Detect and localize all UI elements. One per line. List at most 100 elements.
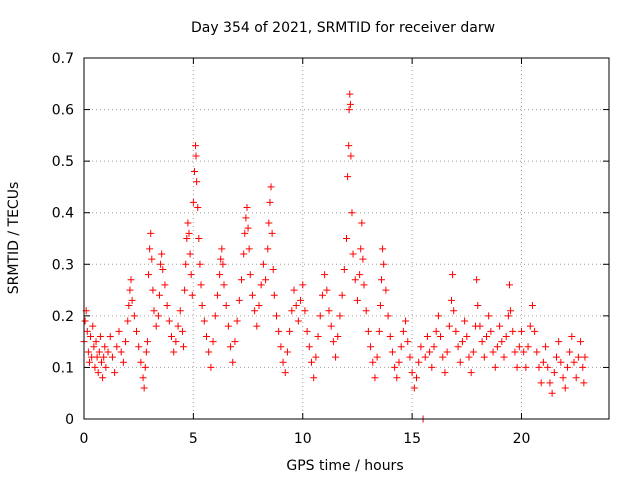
data-point <box>238 276 245 284</box>
y-tick-label: 0 <box>65 412 74 428</box>
data-point <box>193 178 201 186</box>
y-tick-label: 0.7 <box>52 51 74 67</box>
data-point <box>158 250 166 258</box>
tick-labels: 0 0.1 0.2 0.3 0.4 0.5 0.6 0.7 0 5 10 15 20 <box>52 51 609 447</box>
data-point <box>563 363 571 371</box>
data-point <box>559 374 567 382</box>
data-point <box>292 302 300 310</box>
data-point <box>426 348 434 356</box>
data-point <box>245 245 253 253</box>
data-point <box>205 348 213 356</box>
data-point <box>279 358 287 366</box>
data-point <box>351 276 359 284</box>
data-point <box>448 296 455 304</box>
data-point <box>434 312 442 320</box>
data-point <box>393 374 401 382</box>
data-point <box>243 204 251 212</box>
data-point <box>92 338 100 346</box>
data-point <box>344 173 352 181</box>
data-point <box>406 353 414 361</box>
data-point <box>100 353 108 361</box>
data-point <box>277 343 285 351</box>
data-point <box>340 265 348 273</box>
data-point <box>417 343 425 351</box>
data-point <box>581 353 589 361</box>
data-point <box>83 327 91 335</box>
data-point <box>152 322 160 330</box>
data-point <box>548 389 556 397</box>
data-point <box>520 348 528 356</box>
data-point <box>137 358 145 366</box>
data-point <box>128 296 136 304</box>
data-point <box>268 229 276 237</box>
data-point <box>346 90 354 98</box>
data-point <box>95 348 103 356</box>
data-point <box>511 348 519 356</box>
data-point <box>98 358 105 366</box>
data-point <box>504 312 512 320</box>
data-point <box>147 229 155 237</box>
data-point <box>478 338 486 346</box>
data-point <box>91 363 99 371</box>
data-point <box>108 353 116 361</box>
data-point <box>257 281 265 289</box>
data-point <box>188 291 196 299</box>
data-point <box>345 142 353 150</box>
data-point <box>312 353 320 361</box>
data-point <box>321 271 329 279</box>
data-point <box>375 327 383 335</box>
data-point <box>535 363 543 371</box>
data-point <box>174 322 182 330</box>
data-point <box>483 332 490 340</box>
data-point <box>308 358 315 366</box>
data-point <box>371 374 379 382</box>
data-point <box>473 276 481 284</box>
data-point <box>265 219 273 227</box>
data-point <box>359 255 367 263</box>
data-point <box>224 322 232 330</box>
data-point <box>244 224 252 232</box>
data-point <box>357 245 365 253</box>
data-point <box>384 312 392 320</box>
data-point <box>367 343 375 351</box>
data-point <box>89 322 97 330</box>
data-point <box>217 255 225 263</box>
data-point <box>533 348 541 356</box>
data-point <box>84 348 92 356</box>
data-point <box>537 379 545 387</box>
x-tick-label: 0 <box>80 431 89 447</box>
data-point <box>382 286 390 294</box>
data-point <box>463 332 471 340</box>
data-point <box>347 152 355 160</box>
data-point <box>391 363 399 371</box>
data-point <box>454 343 462 351</box>
data-point <box>356 271 364 279</box>
data-point <box>168 332 175 340</box>
y-tick-label: 0.3 <box>52 257 74 273</box>
data-point <box>580 379 588 387</box>
data-point <box>325 307 333 315</box>
data-point <box>104 348 112 356</box>
data-point <box>253 322 261 330</box>
data-point <box>461 317 469 325</box>
data-point <box>140 384 148 392</box>
data-point <box>281 369 289 377</box>
data-point <box>163 302 171 310</box>
data-point <box>200 317 208 325</box>
data-point <box>572 374 580 382</box>
data-point <box>99 374 107 382</box>
y-tick-label: 0.2 <box>52 309 74 325</box>
data-point <box>542 343 550 351</box>
y-tick-label: 0.1 <box>52 360 74 376</box>
data-point <box>469 348 477 356</box>
data-point <box>509 327 517 335</box>
data-point <box>194 204 202 212</box>
data-point <box>413 374 420 382</box>
data-point <box>297 296 305 304</box>
data-point <box>397 343 405 351</box>
data-point <box>362 307 370 315</box>
data-point <box>251 307 259 315</box>
data-point <box>395 358 403 366</box>
